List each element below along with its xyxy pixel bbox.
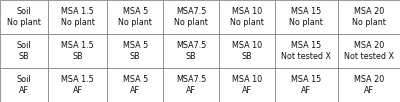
Bar (107, 68, 163, 102)
Bar (163, 34, 219, 68)
Text: MSA 15
AF: MSA 15 AF (291, 75, 322, 95)
Bar (163, 0, 219, 34)
Bar (107, 0, 163, 34)
Bar (338, 68, 400, 102)
Bar (219, 0, 275, 34)
Bar (275, 68, 338, 102)
Text: Soil
AF: Soil AF (17, 75, 31, 95)
Bar (107, 34, 163, 68)
Text: MSA 1.5
SB: MSA 1.5 SB (61, 41, 94, 61)
Text: MSA 10
AF: MSA 10 AF (232, 75, 262, 95)
Bar (275, 34, 338, 68)
Bar (219, 34, 275, 68)
Text: MSA7.5
AF: MSA7.5 AF (176, 75, 206, 95)
Bar (338, 34, 400, 68)
Bar (48, 34, 107, 68)
Bar (163, 68, 219, 102)
Text: MSA 20
AF: MSA 20 AF (354, 75, 384, 95)
Bar (219, 68, 275, 102)
Bar (0, 34, 48, 68)
Text: Soil
SB: Soil SB (17, 41, 31, 61)
Text: MSA 10
SB: MSA 10 SB (232, 41, 262, 61)
Bar (48, 0, 107, 34)
Bar (338, 0, 400, 34)
Text: MSA 15
No plant: MSA 15 No plant (290, 7, 323, 27)
Bar (48, 68, 107, 102)
Text: MSA 20
No plant: MSA 20 No plant (352, 7, 386, 27)
Bar (275, 0, 338, 34)
Text: MSA 1.5
No plant: MSA 1.5 No plant (61, 7, 94, 27)
Text: MSA 5
AF: MSA 5 AF (122, 75, 148, 95)
Text: Soil
No plant: Soil No plant (7, 7, 41, 27)
Bar (0, 68, 48, 102)
Text: MSA 20
Not tested X: MSA 20 Not tested X (344, 41, 394, 61)
Text: MSA 1.5
AF: MSA 1.5 AF (61, 75, 94, 95)
Text: MSA 15
Not tested X: MSA 15 Not tested X (281, 41, 331, 61)
Text: MSA 5
No plant: MSA 5 No plant (118, 7, 152, 27)
Text: MSA7.5
No plant: MSA7.5 No plant (174, 7, 208, 27)
Text: MSA 10
No plant: MSA 10 No plant (230, 7, 264, 27)
Text: MSA 5
SB: MSA 5 SB (122, 41, 148, 61)
Bar (0, 0, 48, 34)
Text: MSA7.5
SB: MSA7.5 SB (176, 41, 206, 61)
